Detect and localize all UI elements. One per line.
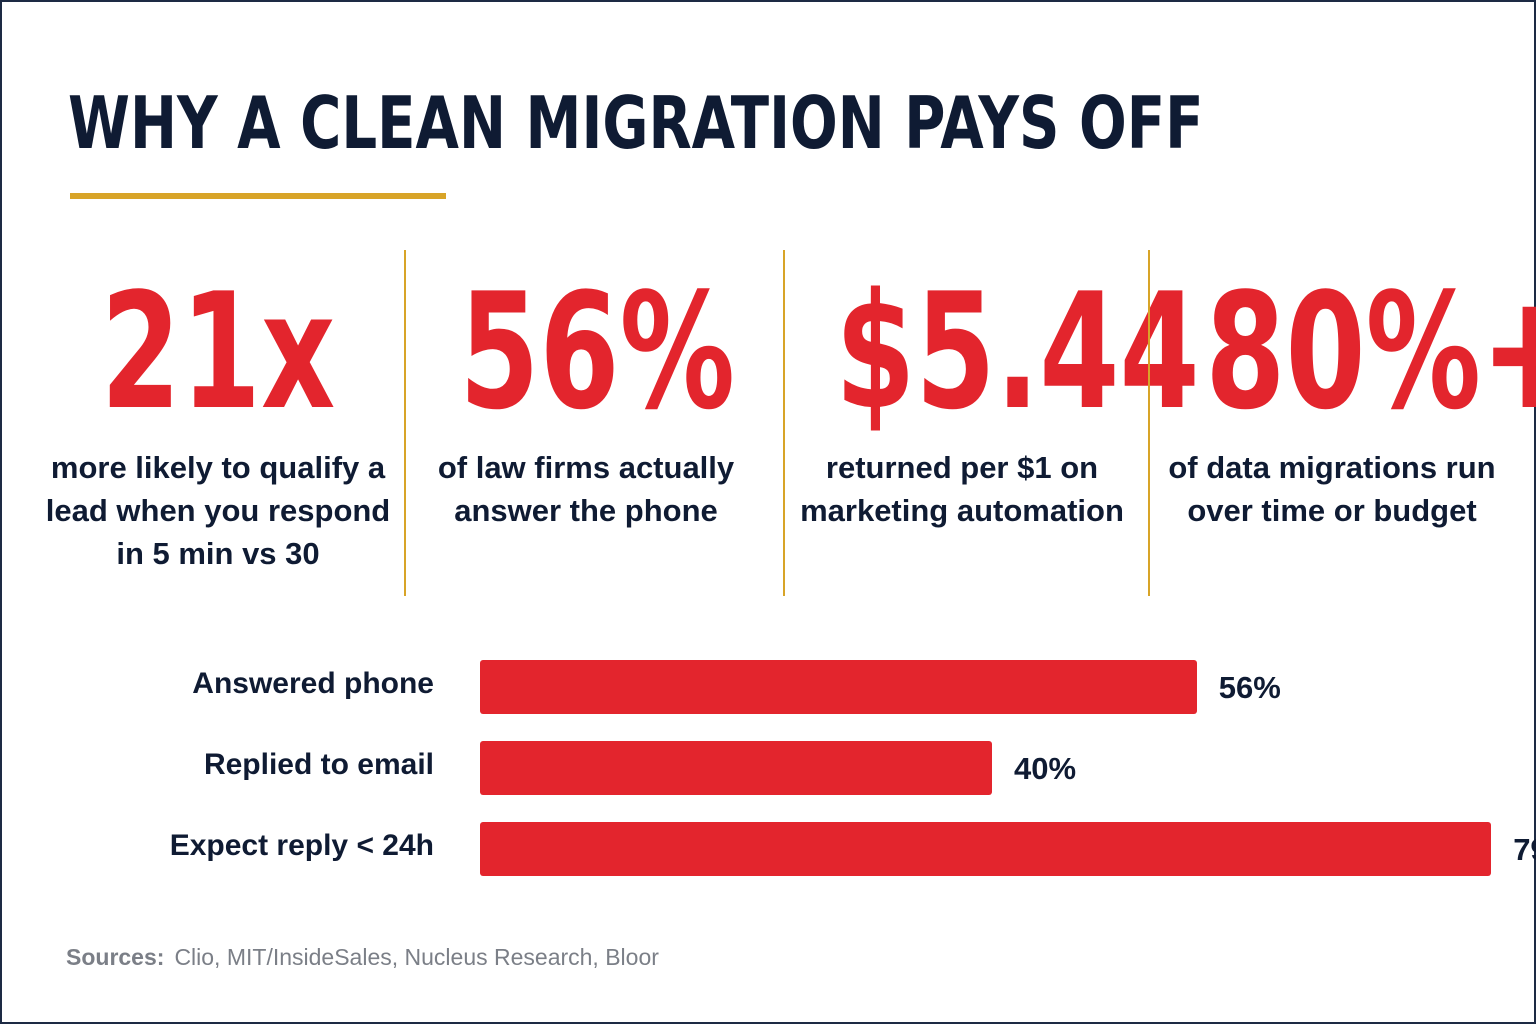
bar-category-label: Answered phone (192, 667, 434, 700)
stat-value: 56% (459, 258, 736, 445)
stat-description: more likely to qualify a lead when you r… (45, 450, 391, 571)
stat-marketing-roi: $5.44 returned per $1 on marketing autom… (786, 250, 1200, 600)
stat-phone-answer: 56% of law firms actually answer the pho… (410, 250, 762, 600)
stat-value: $5.44 (835, 258, 1200, 445)
stat-response-speed: 21x more likely to qualify a lead when y… (32, 250, 404, 600)
sources-text: Clio, MIT/InsideSales, Nucleus Research,… (174, 944, 659, 970)
bar-track: 79% (480, 822, 1536, 876)
sources-label: Sources: (66, 944, 165, 970)
bar-category-label: Expect reply < 24h (169, 829, 434, 862)
sources-note: Sources: Clio, MIT/InsideSales, Nucleus R… (66, 942, 659, 972)
page-title: WHY A CLEAN MIGRATION PAYS OFF (68, 81, 1204, 165)
bar (480, 741, 992, 795)
stats-row: 21x more likely to qualify a lead when y… (32, 250, 1536, 600)
stat-migration-overrun: 80%+ of data migrations run over time or… (1156, 250, 1536, 600)
bar-value-label: 40% (1014, 751, 1077, 786)
title-underline (70, 193, 446, 199)
stat-description: of data migrations run over time or budg… (1168, 450, 1496, 528)
stat-divider (404, 250, 406, 596)
stat-value: 80%+ (1205, 258, 1536, 445)
bar-value-label: 79% (1513, 832, 1536, 867)
bar (480, 822, 1492, 876)
stat-value: 21x (100, 258, 336, 445)
bar-track: 40% (480, 741, 1536, 795)
bar-track: 56% (480, 660, 1536, 714)
stat-description: of law firms actually answer the phone (437, 450, 735, 528)
bar-value-label: 56% (1218, 670, 1281, 705)
stat-divider (783, 250, 785, 596)
bar-row: Answered phone 56% (2, 658, 1536, 714)
response-bar-chart: Answered phone 56% Replied to email 40% Expe… (2, 642, 1536, 902)
bar-category-label: Replied to email (203, 748, 434, 781)
stat-divider (1148, 250, 1150, 596)
bar-row: Expect reply < 24h 79% (2, 820, 1536, 876)
bar-row: Replied to email 40% (2, 739, 1536, 795)
bar (480, 660, 1197, 714)
stat-description: returned per $1 on marketing automation (800, 450, 1124, 528)
